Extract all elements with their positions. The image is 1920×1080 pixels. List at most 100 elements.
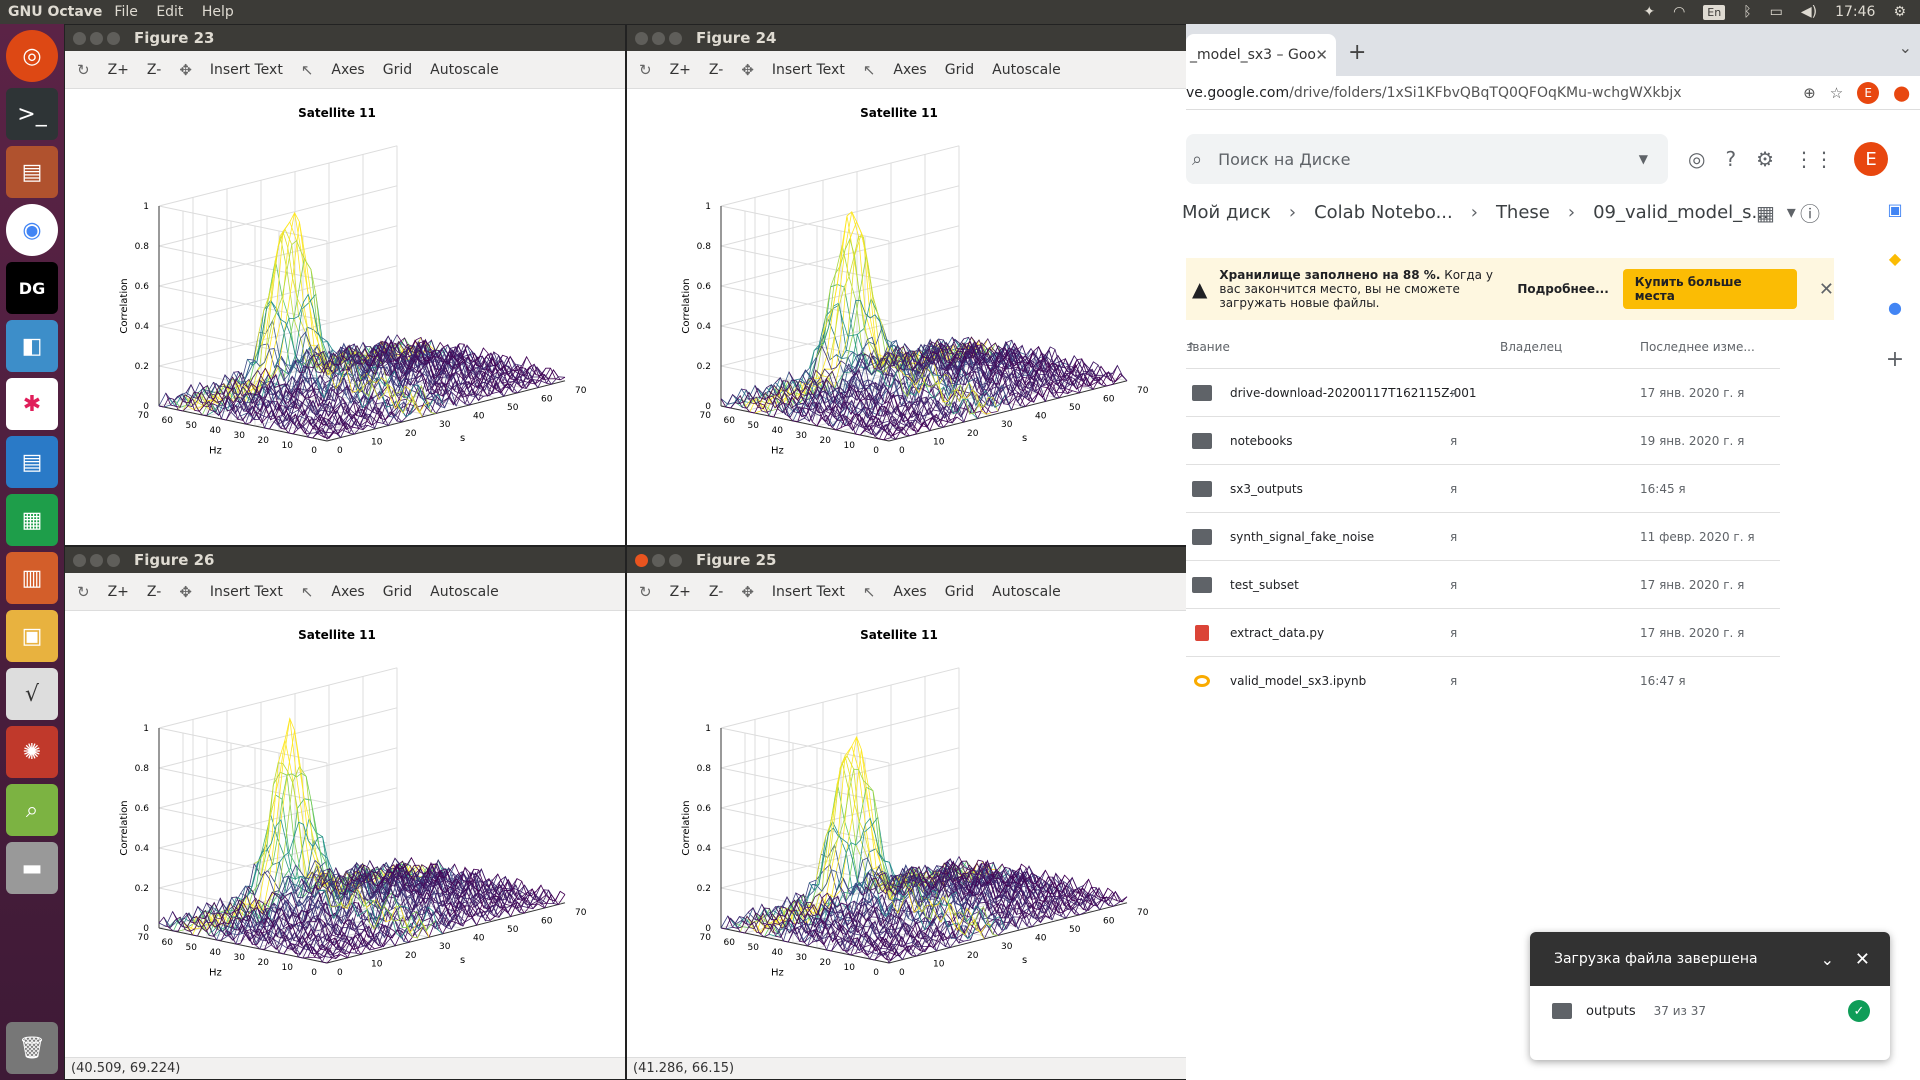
calendar-icon[interactable]: ▣ <box>1887 200 1903 219</box>
zoom-in-button[interactable]: Z+ <box>669 583 691 600</box>
install-icon[interactable]: ⊕ <box>1803 83 1816 102</box>
file-row[interactable]: sx3_outputs я 16:45 я <box>1186 464 1780 512</box>
wifi-icon[interactable]: ◠ <box>1673 4 1686 20</box>
add-addon-icon[interactable]: + <box>1885 347 1905 372</box>
axes-button[interactable]: Axes <box>893 583 927 600</box>
calc-icon[interactable]: ▦ <box>6 494 58 546</box>
browser-tab[interactable]: _model_sx3 – Goo ✕ <box>1186 34 1336 76</box>
zoom-out-button[interactable]: Z- <box>146 61 162 78</box>
new-tab-button[interactable]: + <box>1348 40 1367 65</box>
minimize-button[interactable] <box>652 31 665 45</box>
drive-icon[interactable]: ▬ <box>6 842 58 894</box>
close-tab-icon[interactable]: ✕ <box>1315 46 1328 64</box>
sort-arrow-icon[interactable]: ↑ <box>1186 340 1197 354</box>
minimize-button[interactable] <box>90 31 103 45</box>
pointer-icon[interactable]: ↖ <box>862 582 876 601</box>
trash-icon[interactable]: 🗑 <box>6 1022 58 1074</box>
minimize-button[interactable] <box>652 553 665 567</box>
toast-item[interactable]: outputs 37 из 37 ✓ <box>1530 986 1890 1036</box>
breadcrumb-item[interactable]: 09_valid_model_s... <box>1593 202 1769 223</box>
power-icon[interactable]: ⚙ <box>1893 4 1906 20</box>
chevron-down-icon[interactable]: ▾ <box>1786 202 1796 223</box>
pan-icon[interactable]: ✥ <box>741 60 754 79</box>
close-icon[interactable]: ✕ <box>1854 948 1870 970</box>
rotate-icon[interactable]: ↻ <box>639 582 652 601</box>
extension-icon[interactable]: ⬤ <box>1893 83 1910 102</box>
zoom-in-button[interactable]: Z+ <box>107 61 129 78</box>
window-menu-icon[interactable]: ⌄ <box>1898 38 1912 57</box>
breadcrumb-item[interactable]: Colab Notebo... <box>1314 202 1453 223</box>
pan-icon[interactable]: ✥ <box>179 582 192 601</box>
close-button[interactable] <box>635 553 648 567</box>
maximize-button[interactable] <box>669 553 682 567</box>
plot-area[interactable]: Satellite 11 0 0.2 0.4 0.6 0.8 1 0 10 20 30 40 50 60 7… <box>627 89 1187 545</box>
axes-button[interactable]: Axes <box>331 583 365 600</box>
window-titlebar[interactable]: Figure 23 <box>65 25 625 51</box>
pan-icon[interactable]: ✥ <box>179 60 192 79</box>
chrome-icon[interactable]: ◉ <box>6 204 58 256</box>
pointer-icon[interactable]: ↖ <box>300 60 314 79</box>
app-icon[interactable]: ◧ <box>6 320 58 372</box>
rotate-icon[interactable]: ↻ <box>77 60 90 79</box>
close-button[interactable] <box>635 31 648 45</box>
search-icon[interactable]: ⌕ <box>6 784 58 836</box>
drive-search-box[interactable]: ⌕ Поиск на Диске ▼ <box>1186 134 1668 184</box>
offline-check-icon[interactable]: ◎ <box>1688 147 1706 171</box>
menu-edit[interactable]: Edit <box>156 4 184 20</box>
grid-button[interactable]: Grid <box>382 61 413 78</box>
plot-area[interactable]: Satellite 11 0 0.2 0.4 0.6 0.8 1 0 10 20 30 40 50 60 7… <box>65 89 625 545</box>
volume-icon[interactable]: ◀) <box>1800 4 1818 20</box>
minimize-button[interactable] <box>90 553 103 567</box>
breadcrumb-item[interactable]: These <box>1495 202 1550 223</box>
chevron-down-icon[interactable]: ⌄ <box>1820 949 1834 969</box>
profile-avatar[interactable]: E <box>1857 81 1880 104</box>
apps-grid-icon[interactable]: ⋮⋮ <box>1794 147 1835 171</box>
axes-button[interactable]: Axes <box>893 61 927 78</box>
file-row[interactable]: synth_signal_fake_noise я 11 февр. 2020 г.… <box>1186 512 1780 560</box>
clock[interactable]: 17:46 <box>1835 4 1876 20</box>
info-icon[interactable]: ⓘ <box>1800 202 1820 226</box>
buy-storage-button[interactable]: Купить больше места <box>1622 269 1797 309</box>
files-icon[interactable]: ▤ <box>6 146 58 198</box>
axes-button[interactable]: Axes <box>331 61 365 78</box>
window-titlebar[interactable]: Figure 25 <box>627 547 1187 573</box>
bluetooth-icon[interactable]: ᛒ <box>1743 4 1752 20</box>
breadcrumb-item[interactable]: Мой диск <box>1182 202 1271 223</box>
zoom-in-button[interactable]: Z+ <box>669 61 691 78</box>
zoom-in-button[interactable]: Z+ <box>107 583 129 600</box>
autoscale-button[interactable]: Autoscale <box>430 61 499 78</box>
maximize-button[interactable] <box>107 553 120 567</box>
learn-more-link[interactable]: Подробнее... <box>1517 282 1609 296</box>
plot-area[interactable]: Satellite 11 0 0.2 0.4 0.6 0.8 1 0 10 20 30 40 50 60 7… <box>627 611 1187 1079</box>
file-row[interactable]: notebooks я 19 янв. 2020 г. я <box>1186 416 1780 464</box>
column-owner[interactable]: Владелец <box>1500 340 1563 354</box>
search-options-icon[interactable]: ▼ <box>1638 152 1648 166</box>
battery-icon[interactable]: ▭ <box>1769 4 1783 20</box>
keep-icon[interactable]: ◆ <box>1888 249 1902 268</box>
file-row[interactable]: drive-download-20200117T162115Z-001 я 17 я… <box>1186 368 1780 416</box>
grid-button[interactable]: Grid <box>944 61 975 78</box>
pointer-icon[interactable]: ↖ <box>300 582 314 601</box>
autoscale-button[interactable]: Autoscale <box>430 583 499 600</box>
pan-icon[interactable]: ✥ <box>741 582 754 601</box>
dropbox-icon[interactable]: ✦ <box>1643 4 1656 20</box>
column-modified[interactable]: Последнее изме... <box>1640 340 1755 354</box>
insert-text-button[interactable]: Insert Text <box>209 583 283 600</box>
impress-icon[interactable]: ▥ <box>6 552 58 604</box>
help-icon[interactable]: ? <box>1725 147 1737 171</box>
grid-button[interactable]: Grid <box>944 583 975 600</box>
rotate-icon[interactable]: ↻ <box>639 60 652 79</box>
tasks-icon[interactable]: ● <box>1888 298 1902 317</box>
window-titlebar[interactable]: Figure 26 <box>65 547 625 573</box>
autoscale-button[interactable]: Autoscale <box>992 583 1061 600</box>
datagrip-icon[interactable]: DG <box>6 262 58 314</box>
image-viewer-icon[interactable]: ▣ <box>6 610 58 662</box>
close-button[interactable] <box>73 31 86 45</box>
maximize-button[interactable] <box>107 31 120 45</box>
account-avatar[interactable]: E <box>1854 142 1889 176</box>
autoscale-button[interactable]: Autoscale <box>992 61 1061 78</box>
window-titlebar[interactable]: Figure 24 <box>627 25 1187 51</box>
insert-text-button[interactable]: Insert Text <box>771 61 845 78</box>
close-button[interactable] <box>73 553 86 567</box>
maximize-button[interactable] <box>669 31 682 45</box>
